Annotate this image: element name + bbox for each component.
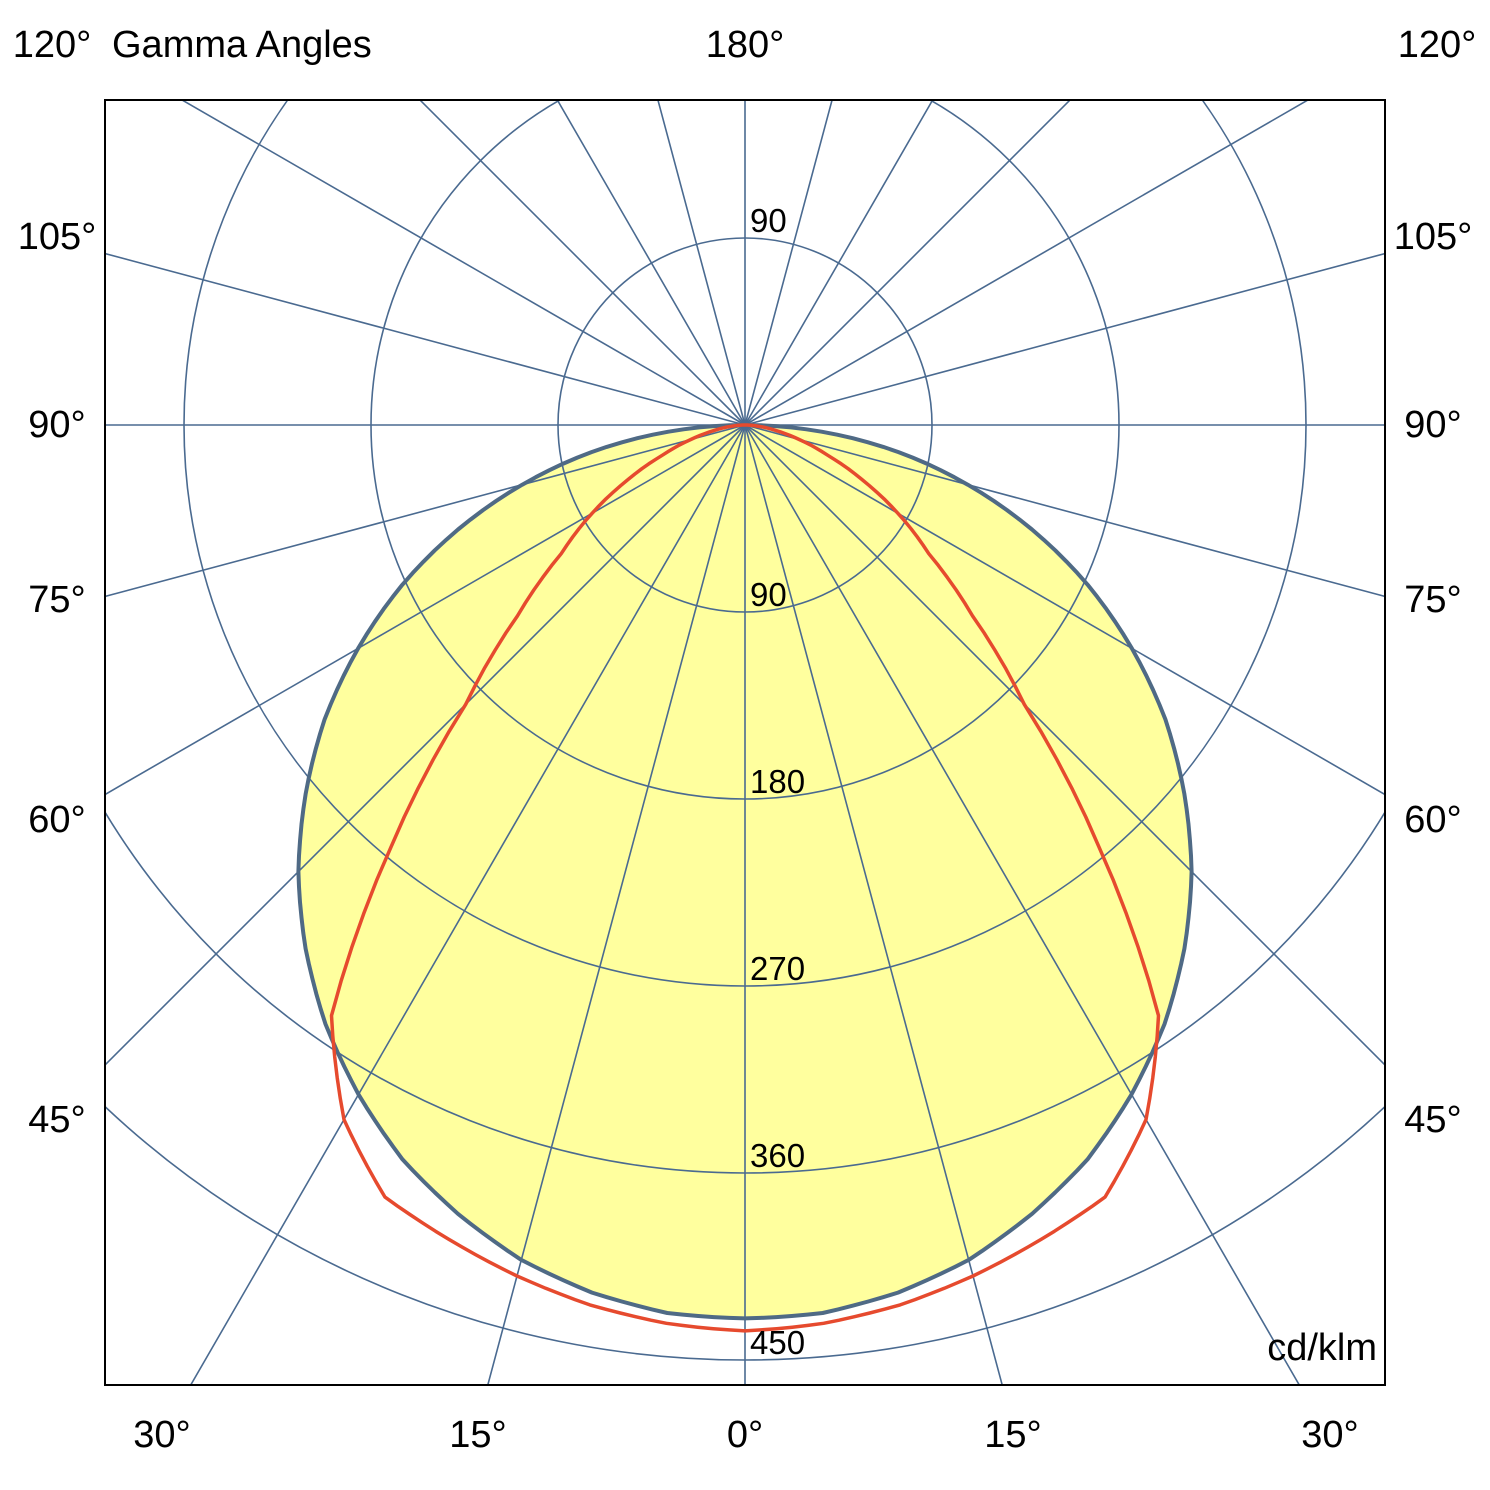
grid-radial-line-45 (744, 424, 1385, 1067)
curve-line-layer (296, 423, 1194, 1333)
angle-label-right-75: 75° (1404, 579, 1461, 621)
c0-c180-curve-outline (296, 423, 1194, 1321)
chart-title: Gamma Angles (112, 24, 372, 66)
grid-radial-line-210 (556, 100, 746, 426)
angle-label-bottom-0: 0° (727, 1414, 763, 1456)
grid-radial-line-240 (180, 100, 746, 426)
angle-label-bottom-30l: 30° (133, 1414, 190, 1456)
grid-radial-line-330 (189, 424, 746, 1385)
angle-label-left-75: 75° (28, 579, 85, 621)
grid-radial-line-285 (105, 424, 746, 598)
angle-label-bottom-30r: 30° (1301, 1414, 1358, 1456)
angle-label-right-90: 90° (1404, 404, 1461, 446)
unit-label: cd/klm (1267, 1327, 1377, 1369)
grid-radial-line-255 (105, 252, 746, 426)
angle-label-left-60: 60° (28, 799, 85, 841)
angle-label-bottom-15l: 15° (449, 1414, 506, 1456)
radial-tick-label-180: 180 (750, 763, 805, 800)
radial-tick-label-450: 450 (750, 1324, 805, 1361)
grid-radial-line-150 (744, 100, 934, 426)
angle-label-left-105: 105° (18, 216, 97, 258)
angle-label-right-60: 60° (1404, 799, 1461, 841)
radial-tick-label-90-top: 90 (750, 202, 787, 239)
grid-radial-line-195 (657, 100, 746, 426)
grid-radial-line-105 (744, 252, 1385, 426)
radial-tick-label-360: 360 (750, 1137, 805, 1174)
angle-label-top-right: 120° (1398, 24, 1477, 66)
grid-radial-line-30 (744, 424, 1301, 1385)
grid-radial-line-15 (744, 424, 1004, 1385)
grid-radial-line-345 (486, 424, 746, 1385)
angle-label-left-45: 45° (28, 1099, 85, 1141)
angle-label-right-105: 105° (1394, 216, 1473, 258)
angle-label-bottom-15r: 15° (984, 1414, 1041, 1456)
c90-c270-curve (329, 423, 1161, 1333)
grid-radial-line-120 (744, 100, 1310, 426)
grid-radial-line-75 (744, 424, 1385, 598)
radial-tick-label-90: 90 (750, 576, 787, 613)
angle-label-top-center: 180° (706, 24, 785, 66)
radial-tick-label-270: 270 (750, 950, 805, 987)
angle-label-top-left: 120° (13, 24, 92, 66)
grid-radial-line-300 (105, 424, 746, 796)
grid-radial-line-315 (105, 424, 746, 1067)
grid-radial-line-165 (744, 100, 833, 426)
grid-radial-line-225 (418, 100, 746, 426)
plot-border (104, 99, 1386, 1386)
grid-radial-line-135 (744, 100, 1072, 426)
angle-label-left-90: 90° (28, 404, 85, 446)
angle-label-right-45: 45° (1404, 1099, 1461, 1141)
grid-radial-line-60 (744, 424, 1385, 796)
